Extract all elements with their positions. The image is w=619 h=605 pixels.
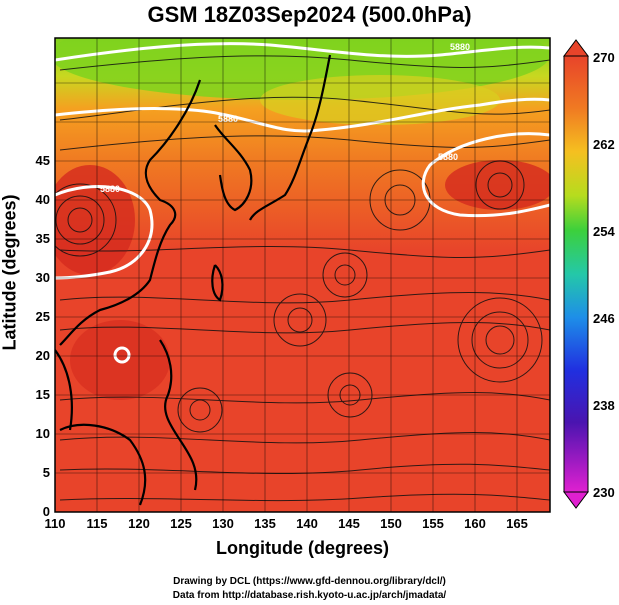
contour-label-2: 5880 — [100, 184, 120, 194]
colorbar-top-triangle — [563, 39, 589, 57]
y-tick-label: 10 — [36, 426, 50, 441]
contour-east — [421, 132, 550, 218]
y-axis-label: Latitude (degrees) — [0, 194, 20, 351]
credit-data: Data from http://database.rish.kyoto-u.a… — [172, 590, 447, 601]
colorbar: 270 262 254 246 238 230 — [563, 39, 615, 509]
contour-labels: 5880 5880 5880 5880 — [100, 42, 470, 194]
y-tick-label: 35 — [36, 231, 50, 246]
contour-label-3: 5880 — [438, 152, 458, 162]
x-tick-label: 150 — [380, 516, 402, 531]
x-axis-label: Longitude (degrees) — [215, 538, 389, 558]
x-tick-label: 160 — [464, 516, 486, 531]
colorbar-bottom-triangle — [563, 491, 589, 509]
warm-core-west — [55, 165, 135, 275]
y-tick-label: 15 — [36, 387, 50, 402]
plot-frame — [54, 37, 551, 513]
x-tick-label: 135 — [254, 516, 276, 531]
coastlines — [55, 54, 332, 506]
colorbar-tick: 230 — [593, 485, 615, 500]
warm-core-east — [445, 160, 550, 210]
credit-drawing: Drawing by DCL (https://www.gfd-dennou.o… — [173, 576, 446, 587]
y-tick-label: 0 — [43, 504, 50, 519]
coast-china — [59, 79, 202, 346]
x-tick-label: 125 — [170, 516, 192, 531]
y-tick-label: 5 — [43, 465, 50, 480]
grid-lines — [55, 38, 550, 512]
map-title: GSM 18Z03Sep2024 (500.0hPa) — [147, 2, 472, 27]
colorbar-tick: 254 — [593, 224, 615, 239]
warm-core-south — [70, 320, 170, 400]
contour-small-circle — [113, 346, 131, 364]
y-tick-label: 45 — [36, 153, 50, 168]
colorbar-tick: 270 — [593, 50, 615, 65]
coast-philippines — [159, 339, 198, 491]
contour-label-4: 5880 — [450, 42, 470, 52]
x-tick-label: 140 — [296, 516, 318, 531]
map-plot-area: 5880 5880 5880 5880 — [55, 38, 550, 512]
colorbar-body — [563, 55, 589, 493]
colorbar-tick: 238 — [593, 398, 615, 413]
coast-japan — [249, 54, 332, 221]
coast-borneo — [59, 423, 147, 506]
y-tick-label: 20 — [36, 348, 50, 363]
y-tick-label: 25 — [36, 309, 50, 324]
y-axis-ticks: 0 5 10 15 20 25 30 35 40 45 — [36, 153, 50, 519]
x-tick-label: 145 — [338, 516, 360, 531]
x-tick-label: 165 — [506, 516, 528, 531]
colorbar-tick: 262 — [593, 137, 615, 152]
y-tick-label: 30 — [36, 270, 50, 285]
colorbar-tick: 246 — [593, 311, 615, 326]
contour-label-1: 5880 — [218, 114, 238, 124]
contour-mid — [55, 97, 550, 133]
x-tick-label: 110 — [45, 516, 66, 531]
y-tick-label: 40 — [36, 192, 50, 207]
x-tick-label: 120 — [128, 516, 150, 531]
x-tick-label: 155 — [422, 516, 444, 531]
x-tick-label: 130 — [212, 516, 234, 531]
coast-korea — [214, 124, 253, 212]
contour-north — [55, 42, 550, 62]
x-tick-label: 115 — [87, 516, 108, 531]
yellow-region — [260, 75, 500, 125]
x-axis-ticks: 110 115 120 125 130 135 140 145 150 155 … — [45, 516, 528, 531]
